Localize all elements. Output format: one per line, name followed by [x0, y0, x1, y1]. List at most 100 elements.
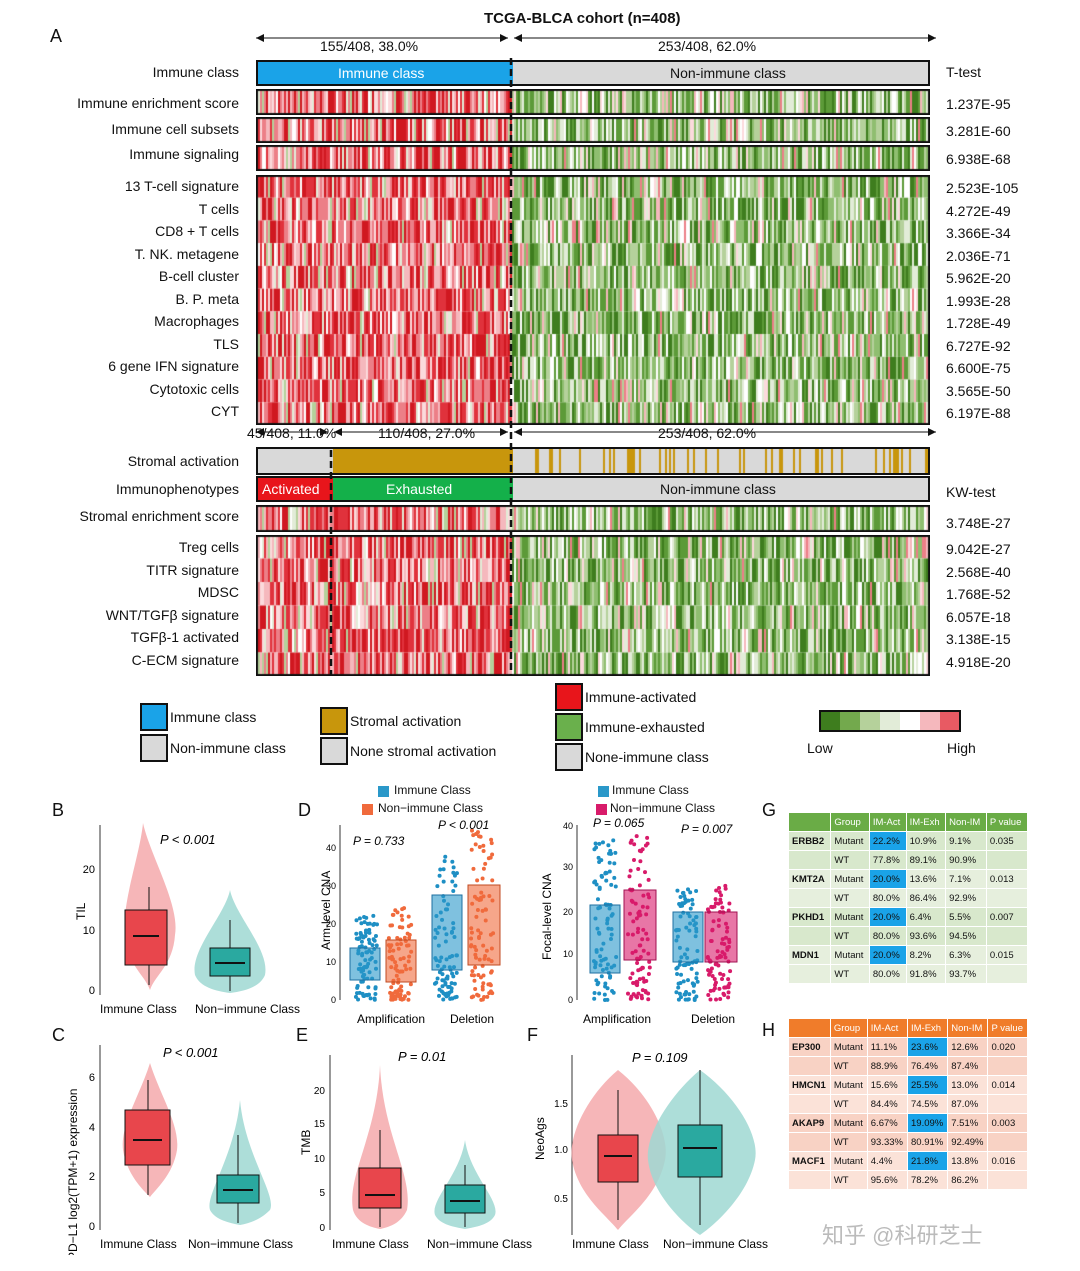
row-label: T. NK. metagene [134, 245, 239, 262]
jitter-point [675, 972, 680, 977]
jitter-point [353, 994, 358, 999]
legend-swatch-none-stromal [320, 737, 348, 765]
table-cell: 7.1% [945, 869, 987, 889]
jitter-point [437, 987, 442, 992]
jitter-point [636, 867, 641, 872]
jitter-point [488, 855, 493, 860]
table-cell: 6.3% [945, 945, 987, 965]
x-tick: Non−immune Class [188, 1237, 293, 1251]
table-header-cell: IM-Act [868, 812, 907, 832]
jitter-point [613, 850, 618, 855]
table-cell: Mutant [829, 1075, 868, 1095]
jitter-point [481, 866, 486, 871]
row-pvalue: 1.237E-95 [946, 96, 1011, 112]
jitter-point [400, 925, 405, 930]
jitter-point [705, 907, 710, 912]
jitter-point [604, 878, 609, 883]
jitter-point [628, 976, 633, 981]
jitter-point [674, 990, 679, 995]
table-cell: Mutant [829, 1037, 868, 1057]
jitter-point [402, 935, 407, 940]
table-cell [987, 1094, 1028, 1114]
table-cell [788, 1170, 831, 1190]
row-label: 13 T-cell signature [124, 178, 239, 194]
row-pvalue: 3.748E-27 [946, 515, 1011, 531]
jitter-point [643, 843, 648, 848]
jitter-point [469, 828, 474, 833]
table-cell: 93.33% [866, 1132, 909, 1152]
y-tick: 1.5 [554, 1099, 568, 1110]
jitter-point [398, 997, 403, 1002]
jitter-point [632, 857, 637, 862]
table-cell: 0.035 [985, 831, 1029, 851]
panel-d-arm-cna: Arm-level CNA 0 10 20 30 40 P = 0.733 P … [319, 818, 501, 1026]
jitter-point [389, 997, 394, 1002]
legend-stromal: Stromal activation [350, 713, 462, 729]
table-cell: WT [829, 1132, 868, 1152]
row-label: Treg cells [178, 539, 239, 555]
jitter-point [691, 989, 696, 994]
jitter-point [720, 905, 725, 910]
jitter-point [452, 873, 457, 878]
heatmap-stromal-signatures [256, 535, 930, 676]
jitter-point [592, 847, 597, 852]
panel-c-letter: C [52, 1025, 65, 1045]
jitter-point [373, 933, 378, 938]
jitter-point [646, 971, 651, 976]
jitter-point [717, 890, 722, 895]
table-cell [987, 1056, 1028, 1076]
row-pvalue: 4.272E-49 [946, 202, 1011, 219]
jitter-point [365, 993, 370, 998]
panel-d-focal-cna: Focal-level CNA 0 10 20 30 40 P = 0.065 … [540, 816, 738, 1026]
jitter-point [477, 845, 482, 850]
jitter-point [592, 880, 597, 885]
jitter-point [441, 867, 446, 872]
row-pvalue: 1.768E-52 [946, 586, 1011, 602]
jitter-point [639, 849, 644, 854]
table-row: WT 93.33% 80.91% 92.49% [788, 1132, 1028, 1152]
legend-nonimmune-d: Non−immune Class [378, 801, 484, 815]
row-pvalue: 6.938E-68 [946, 151, 1011, 167]
jitter-point [400, 917, 405, 922]
y-tick: 30 [563, 862, 573, 872]
jitter-point [356, 937, 361, 942]
jitter-point [395, 910, 400, 915]
jitter-point [627, 874, 632, 879]
ttest-label: T-test [946, 64, 982, 80]
table-header-cell: P value [987, 1018, 1028, 1038]
jitter-point [441, 978, 446, 983]
table-cell: 84.4% [866, 1094, 909, 1114]
jitter-point [647, 965, 652, 970]
x-tick: Immune Class [100, 1002, 177, 1016]
box-immune [124, 1109, 171, 1166]
jitter-point [396, 994, 401, 999]
legend-none-imm: None-immune class [585, 749, 709, 765]
table-cell: Mutant [830, 869, 870, 889]
nonimmune-segment-label: Non-immune class [670, 65, 786, 81]
jitter-point [386, 936, 391, 941]
jitter-point [469, 995, 474, 1000]
table-cell: 80.0% [868, 964, 907, 984]
jitter-point [679, 972, 684, 977]
jitter-point [399, 984, 404, 989]
table-cell: Mutant [829, 1113, 868, 1133]
row-label: B-cell cluster [158, 268, 239, 284]
jitter-point [720, 976, 725, 981]
kwtest-label: KW-test [946, 484, 996, 500]
legend-swatch-activated [555, 683, 583, 711]
jitter-point [390, 923, 395, 928]
box-nonimmune [444, 1184, 486, 1214]
jitter-point [721, 972, 726, 977]
jitter-point [683, 992, 688, 997]
row-label: B. P. meta [175, 290, 239, 307]
table-cell: 90.9% [945, 850, 987, 870]
p-value: P = 0.007 [681, 822, 734, 836]
jitter-point [596, 855, 601, 860]
table-cell: 92.49% [947, 1132, 989, 1152]
jitter-point [406, 914, 411, 919]
table-row: WT 80.0% 91.8% 93.7% [787, 964, 1029, 984]
y-tick: 5 [319, 1188, 325, 1199]
jitter-point [451, 974, 456, 979]
jitter-point [358, 931, 363, 936]
jitter-point [471, 866, 476, 871]
